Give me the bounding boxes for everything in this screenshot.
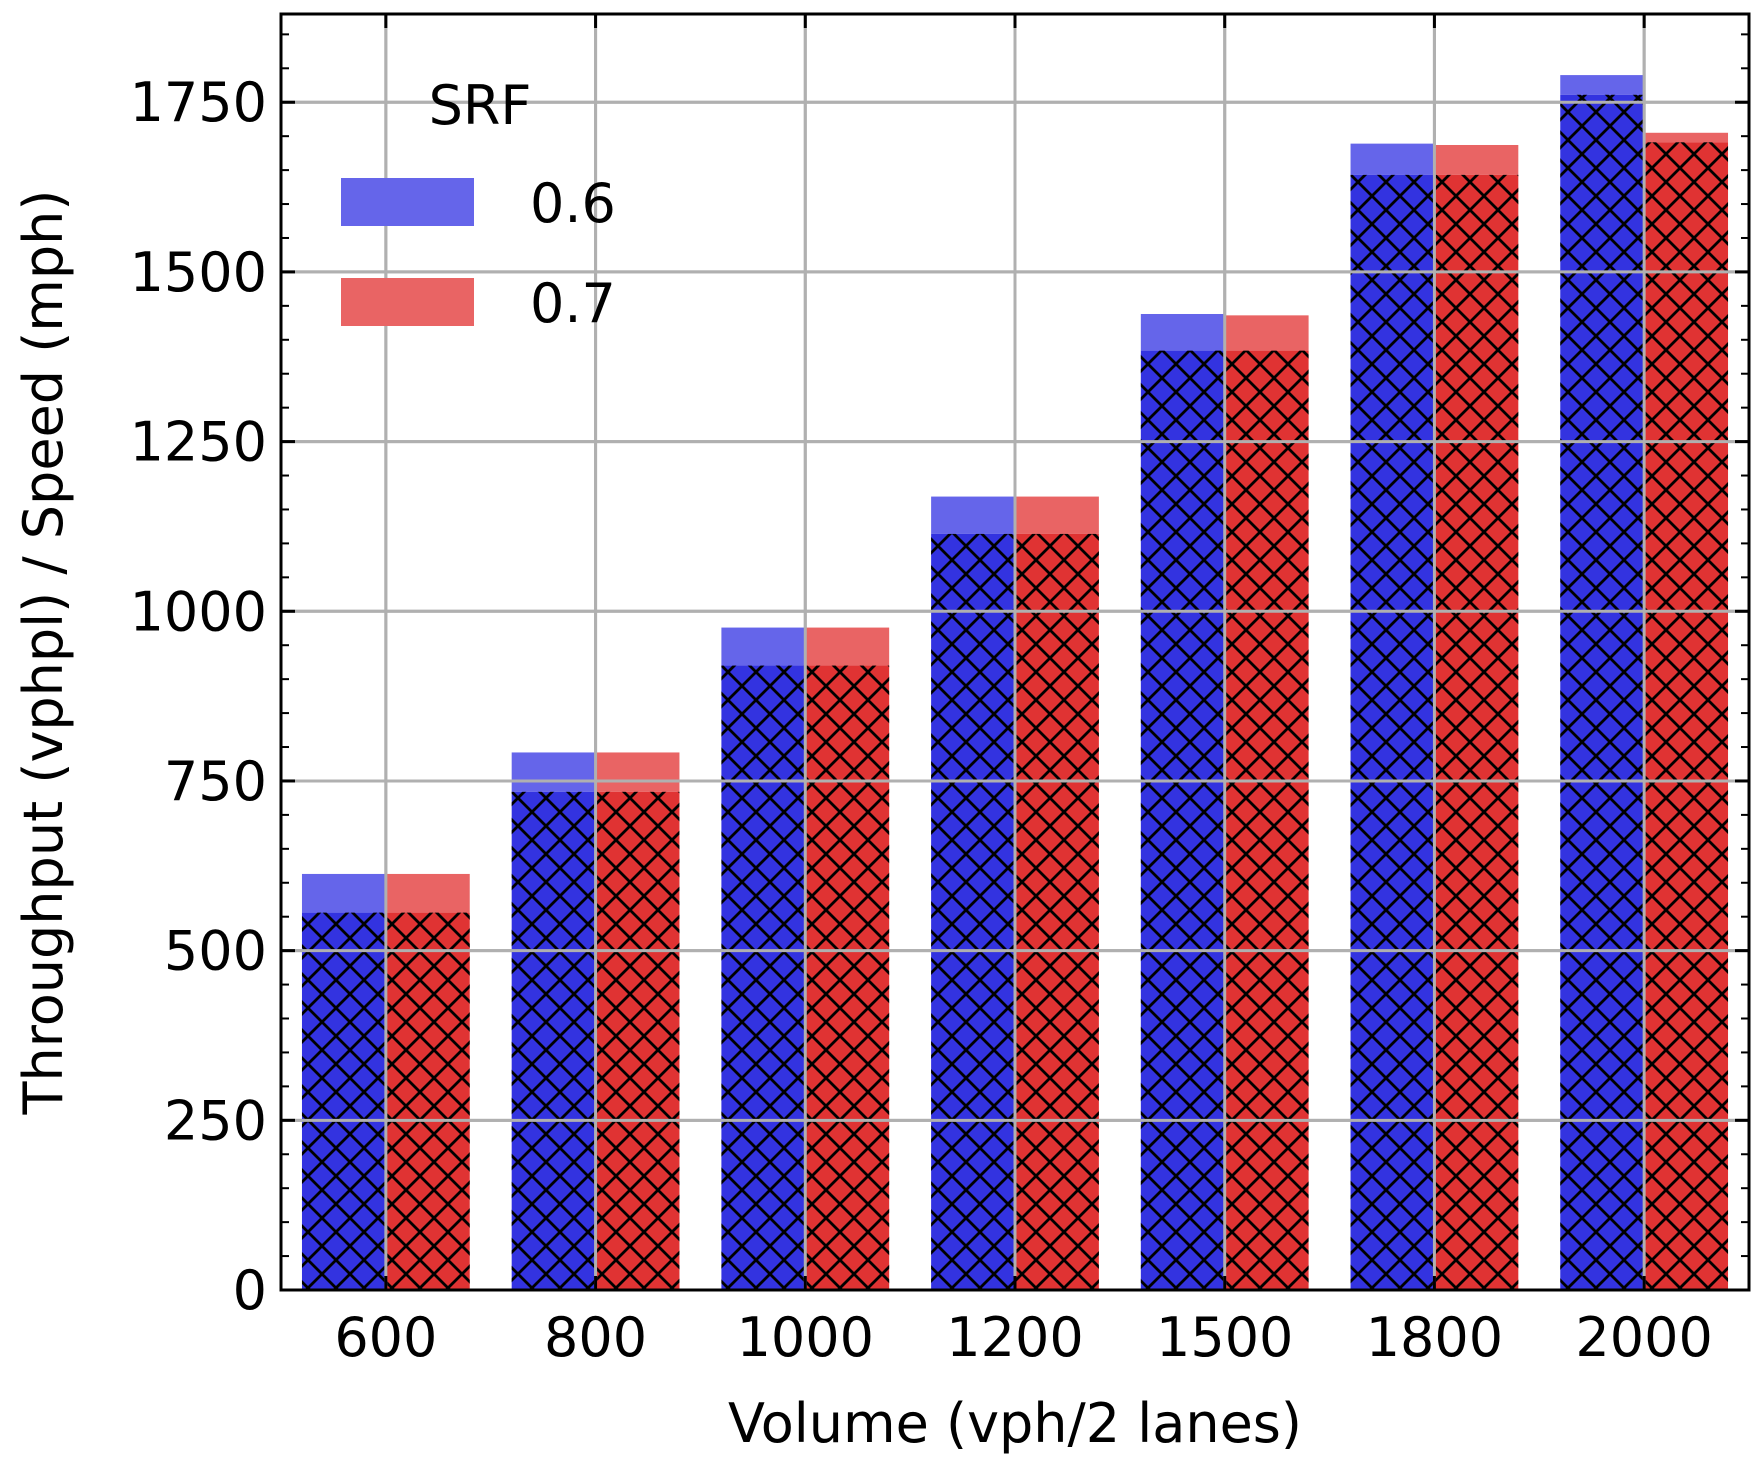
x-tick-label: 600 [334, 1306, 437, 1369]
axis-ticks [281, 14, 1749, 1292]
bar-hatch-0.6-800 [511, 791, 596, 1290]
y-tick-label: 0 [233, 1259, 267, 1322]
legend: SRF 0.6 0.7 [341, 74, 616, 335]
y-tick-label: 1500 [130, 241, 267, 304]
bar-hatch-0.7-800 [595, 791, 680, 1290]
bar-hatch-0.7-1200 [1015, 533, 1099, 1290]
x-tick-label: 1200 [946, 1306, 1083, 1369]
bar-hatch-0.7-1500 [1224, 350, 1309, 1290]
bar-upper-0.6-1200 [931, 496, 1015, 534]
y-tick-labels: 0 250 500 750 1000 1250 1500 1750 [130, 71, 267, 1322]
bar-upper-0.6-1500 [1140, 313, 1225, 351]
x-tick-label: 800 [544, 1306, 647, 1369]
x-tick-label: 1500 [1156, 1306, 1293, 1369]
bar-hatch-0.7-2000 [1644, 142, 1729, 1291]
y-tick-label: 1750 [130, 71, 267, 134]
bar-hatch-0.6-1800 [1350, 174, 1435, 1291]
y-tick-label: 1000 [130, 580, 267, 643]
bar-upper-0.6-600 [301, 873, 386, 913]
x-axis-label: Volume (vph/2 lanes) [728, 1392, 1302, 1455]
y-tick-label: 1250 [130, 411, 267, 474]
bar-upper-0.6-1000 [721, 627, 806, 666]
y-axis-label: Throughput (vphpl) / Speed (mph) [12, 190, 75, 1116]
bar-hatch-0.7-600 [385, 912, 470, 1290]
x-tick-label: 1000 [737, 1306, 874, 1369]
legend-label-0.6: 0.6 [530, 172, 616, 235]
bar-upper-0.6-2000 [1560, 75, 1645, 95]
bar-hatch-0.6-2000 [1560, 94, 1645, 1291]
bar-hatch-0.6-1200 [931, 533, 1015, 1290]
x-tick-label: 2000 [1575, 1306, 1712, 1369]
bar-upper-0.6-800 [511, 752, 596, 792]
bar-upper-0.6-1800 [1350, 143, 1435, 175]
bar-upper-0.7-1000 [805, 627, 890, 666]
y-tick-label: 500 [164, 920, 267, 983]
bar-hatch-0.6-1500 [1140, 350, 1225, 1290]
bar-upper-0.7-1500 [1224, 315, 1309, 351]
bar-upper-0.7-600 [385, 873, 470, 913]
grid-lines-front [281, 14, 1749, 1292]
bar-upper-0.7-1800 [1434, 144, 1519, 175]
bar-hatch-0.7-1800 [1434, 174, 1519, 1291]
legend-swatch-0.7 [341, 278, 474, 326]
x-tick-labels: 600 800 1000 1200 1500 1800 2000 [334, 1306, 1713, 1369]
bars-group [301, 75, 1729, 1291]
bar-hatch-0.7-1000 [805, 665, 890, 1290]
legend-label-0.7: 0.7 [530, 272, 616, 335]
legend-swatch-0.6 [341, 178, 474, 226]
legend-title: SRF [429, 74, 532, 137]
y-tick-label: 750 [164, 750, 267, 813]
bar-hatch-0.6-600 [301, 912, 386, 1290]
x-tick-label: 1800 [1366, 1306, 1503, 1369]
y-tick-label: 250 [164, 1089, 267, 1152]
bar-upper-0.7-800 [595, 752, 680, 792]
bar-hatch-0.6-1000 [721, 665, 806, 1290]
bar-upper-0.7-1200 [1015, 496, 1099, 534]
bar-upper-0.7-2000 [1644, 132, 1729, 143]
